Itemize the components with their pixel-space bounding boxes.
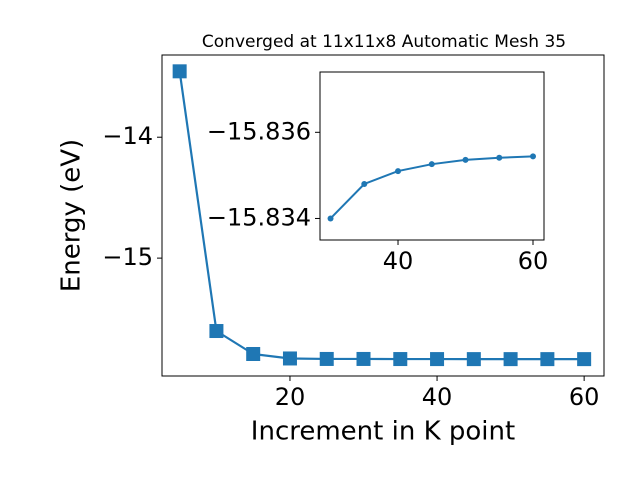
- y-axis-label: Energy (eV): [57, 139, 87, 292]
- data-point: [282, 351, 297, 366]
- data-point: [496, 154, 503, 161]
- x-tick-label: 60: [518, 247, 549, 275]
- data-point: [529, 153, 536, 160]
- x-tick-label: 40: [383, 247, 414, 275]
- y-tick-label: −15: [102, 243, 153, 271]
- x-tick-label: 40: [422, 383, 453, 411]
- y-tick-label: −14: [102, 122, 153, 150]
- data-point: [428, 161, 435, 168]
- y-tick-label: −15.836: [207, 117, 311, 145]
- data-point: [462, 156, 469, 163]
- data-point: [577, 352, 592, 367]
- data-point: [246, 346, 261, 361]
- data-point: [393, 352, 408, 367]
- plot-frame: [161, 54, 605, 377]
- data-point: [172, 64, 187, 79]
- data-point: [503, 352, 518, 367]
- data-point: [356, 351, 371, 366]
- data-point: [319, 351, 334, 366]
- plot-frame: [319, 71, 545, 241]
- x-tick-label: 20: [275, 383, 306, 411]
- data-point: [430, 352, 445, 367]
- x-tick-label: 60: [569, 383, 600, 411]
- x-axis-label: Increment in K point: [251, 417, 515, 447]
- data-point: [395, 168, 402, 175]
- y-tick-label: −15.834: [207, 203, 311, 231]
- data-point: [466, 352, 481, 367]
- data-point: [361, 181, 368, 187]
- data-point: [327, 215, 334, 222]
- chart-title: Converged at 11x11x8 Automatic Mesh 35: [202, 32, 566, 52]
- data-point: [540, 352, 555, 367]
- data-point: [209, 324, 224, 339]
